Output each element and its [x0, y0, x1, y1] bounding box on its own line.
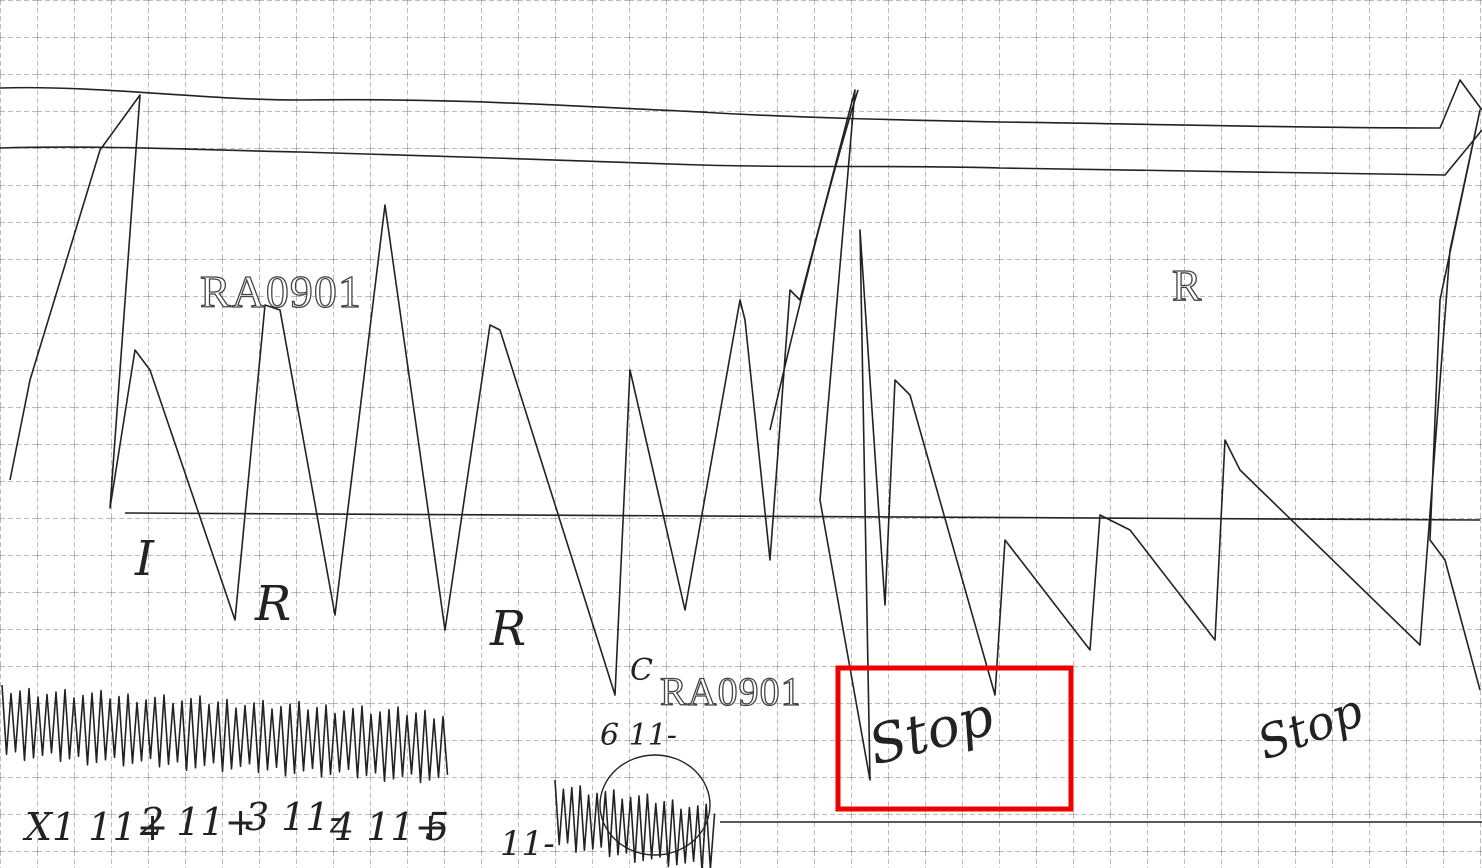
lower-trace: [0, 129, 1482, 176]
waveform-echo: [769, 89, 859, 431]
handwriting: 5: [425, 805, 449, 849]
handwriting: X1 11+: [22, 805, 169, 849]
handwriting: I: [134, 531, 155, 587]
stamp: RA0901: [200, 266, 362, 317]
upper-trace: [0, 79, 1482, 129]
handwriting: 11-: [500, 824, 555, 864]
handwriting: 4 11+: [329, 805, 446, 849]
marker: R: [1172, 261, 1202, 310]
stamp: RA0901: [660, 669, 802, 714]
handwriting: R: [254, 576, 291, 632]
baseline: [124, 512, 1481, 521]
circle-mark: [599, 754, 711, 856]
handwriting: C: [630, 653, 653, 688]
lower-oscillation: [1, 684, 449, 784]
handwriting: 3 11-: [245, 795, 342, 839]
handwriting: R: [489, 601, 526, 657]
lower-oscillation: [554, 779, 716, 868]
handwriting: 6 11-: [600, 718, 677, 753]
handwriting: 2 11+: [139, 800, 256, 844]
highlight-box: [835, 665, 1074, 812]
waveform: [9, 89, 1481, 781]
